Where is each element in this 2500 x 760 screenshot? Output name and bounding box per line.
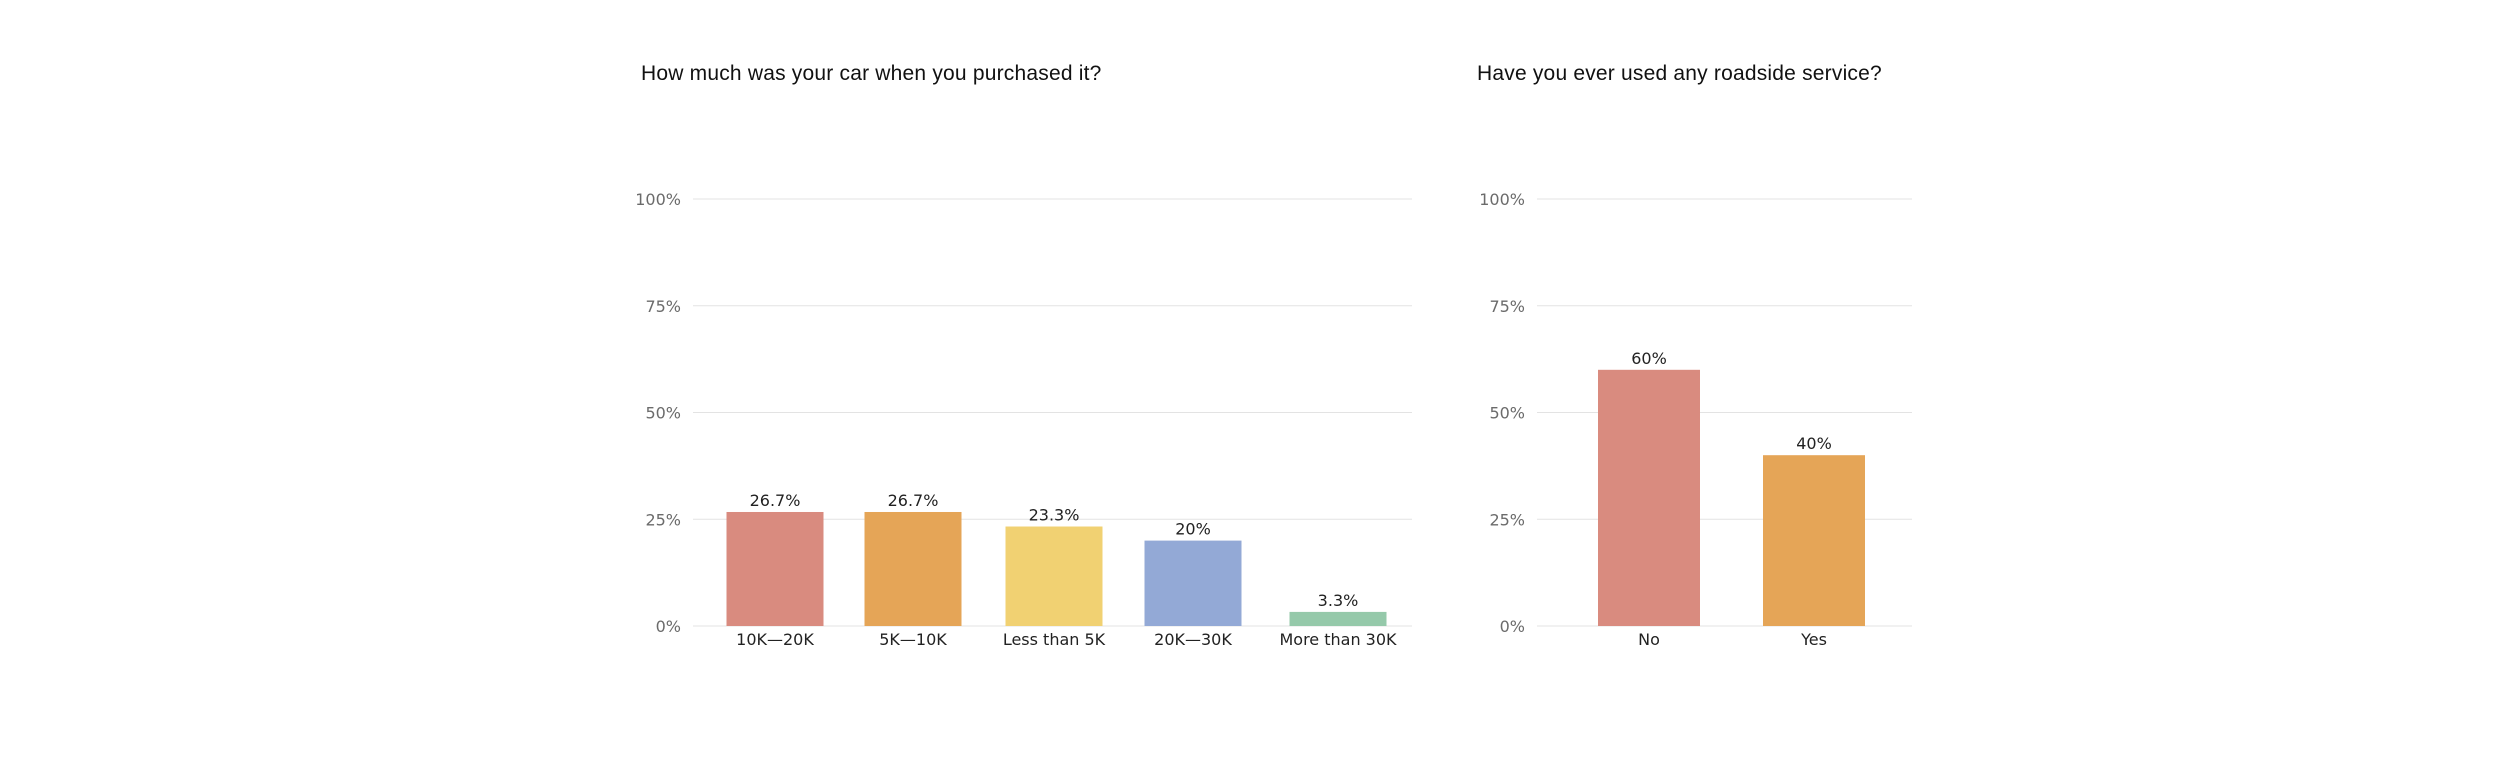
- car-price-x-tick-label: 20K—30K: [1154, 630, 1232, 649]
- car-price-y-tick-label: 25%: [645, 510, 681, 529]
- car-price-y-tick-label: 75%: [645, 297, 681, 316]
- car-price-bar[interactable]: [1289, 611, 1387, 626]
- car-price-y-tick-label: 100%: [635, 190, 681, 209]
- car-price-x-tick-label: More than 30K: [1279, 630, 1397, 649]
- car-price-x-tick-label: 10K—20K: [736, 630, 814, 649]
- car-price-data-label: 26.7%: [888, 491, 939, 510]
- car-price-data-label: 26.7%: [750, 491, 801, 510]
- car-price-y-tick-label: 0%: [656, 617, 681, 636]
- car-price-bar[interactable]: [1144, 540, 1242, 626]
- car-price-x-tick-label: Less than 5K: [1003, 630, 1106, 649]
- car-price-data-label: 23.3%: [1029, 506, 1080, 525]
- car-price-data-label: 3.3%: [1318, 591, 1359, 610]
- car-price-bar[interactable]: [864, 511, 962, 626]
- car-price-bar[interactable]: [726, 511, 824, 626]
- car-price-bar[interactable]: [1005, 526, 1103, 626]
- car-price-x-tick-label: 5K—10K: [879, 630, 947, 649]
- car-price-y-tick-label: 50%: [645, 404, 681, 423]
- car-price-data-label: 20%: [1175, 520, 1211, 539]
- chart-title-car-price: How much was your car when you purchased…: [641, 62, 1102, 85]
